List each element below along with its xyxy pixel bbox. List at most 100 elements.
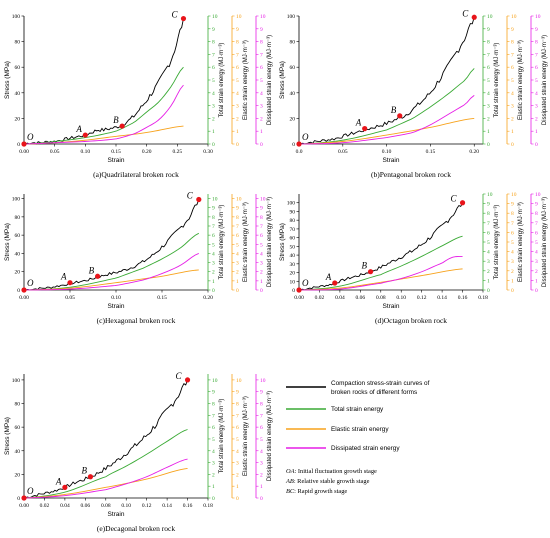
legend-label-stress-2: broken rocks of different forms (331, 389, 417, 396)
y-tick-label-dissipated: 8 (535, 40, 538, 46)
y-axis-title-total: Total strain energy (MJ·m⁻³) (219, 399, 225, 474)
y-tick-label-total: 7 (487, 221, 490, 227)
y-tick-label: 40 (15, 251, 21, 257)
y-axis-title-dissipated: Dissipated strain energy (MJ·m⁻³) (542, 197, 548, 287)
x-tick-label: 0.10 (121, 503, 131, 509)
x-tick-label: 0.14 (162, 503, 172, 509)
marker-point-c (180, 15, 187, 22)
x-tick-label: 0.12 (417, 295, 427, 301)
y-tick-label-total: 9 (487, 202, 490, 208)
y-tick-label-elastic: 6 (511, 230, 514, 236)
y-tick-label-dissipated: 8 (260, 215, 263, 221)
y-axis-title-elastic: Elastic strain energy (MJ·m⁻³) (243, 396, 249, 476)
y-tick-label-dissipated: 5 (260, 242, 263, 248)
y-tick-label-total: 9 (212, 206, 215, 212)
y-tick-label-elastic: 1 (511, 278, 514, 284)
panel-caption: (c)Hexagonal broken rock (97, 316, 176, 325)
y-tick-label-dissipated: 2 (535, 269, 538, 275)
series-line-stress (23, 199, 200, 291)
y-tick-label-elastic: 9 (236, 27, 239, 33)
y-tick-label-total: 6 (487, 230, 490, 236)
point-label-a: A (60, 272, 67, 282)
series-line-dissipated-strain-energy (23, 253, 199, 291)
y-tick-label-elastic: 0 (236, 288, 239, 294)
y-tick-label-total: 4 (487, 91, 490, 97)
y-tick-label-dissipated: 4 (260, 449, 263, 455)
point-label-o: O (302, 278, 309, 288)
y-tick-label: 60 (15, 233, 21, 239)
marker-point-c (196, 196, 202, 203)
chart-panel-5: 0.00 0.02 0.04 0.06 0.08 0.10 0.12 0.14 0.16 0.18… (4, 371, 273, 533)
x-axis-title: Strain (108, 303, 125, 310)
point-label-b: B (89, 265, 95, 275)
y-tick-label-elastic: 6 (236, 233, 239, 239)
y-tick-label-total: 7 (212, 224, 215, 230)
y-tick-label-total: 3 (487, 259, 490, 265)
legend: Compaction stress-strain curves of broke… (285, 380, 430, 495)
point-label-c: C (451, 194, 458, 204)
y-tick-label-elastic: 10 (511, 14, 517, 20)
y-tick-label-total: 5 (212, 78, 215, 84)
y-tick-label-dissipated: 4 (535, 91, 538, 97)
y-tick-label-total: 2 (212, 472, 215, 478)
y-axis-title-stress: Stress (MPa) (4, 223, 11, 261)
y-tick-label-dissipated: 4 (260, 91, 263, 97)
y-tick-label-total: 0 (212, 288, 215, 294)
y-tick-label-elastic: 6 (236, 65, 239, 71)
series-line-total-strain-energy (23, 232, 200, 291)
y-tick-label-dissipated: 3 (260, 104, 263, 110)
y-tick-label-dissipated: 10 (260, 378, 266, 384)
y-tick-label-total: 2 (212, 270, 215, 276)
y-tick-label-elastic: 8 (236, 402, 239, 408)
series-line-total-strain-energy (23, 429, 188, 499)
y-tick-label-dissipated: 9 (260, 206, 263, 212)
point-label-c: C (462, 8, 469, 18)
y-tick-label-elastic: 9 (511, 27, 514, 33)
y-tick-label-dissipated: 10 (260, 197, 266, 203)
y-tick-label-elastic: 2 (236, 270, 239, 276)
y-tick-label-dissipated: 6 (260, 233, 263, 239)
y-tick-label-total: 9 (212, 27, 215, 33)
y-tick-label-dissipated: 3 (535, 104, 538, 110)
y-tick-label-dissipated: 6 (260, 425, 263, 431)
y-tick-label-total: 6 (212, 65, 215, 71)
y-tick-label-total: 4 (487, 250, 490, 256)
legend-label-total: Total strain energy (331, 406, 384, 413)
panel-caption: (b)Pentagonal broken rock (371, 170, 451, 179)
y-tick-label: 0 (17, 142, 20, 148)
y-tick-label-dissipated: 9 (535, 27, 538, 33)
y-tick-label-elastic: 8 (236, 215, 239, 221)
point-label-b: B (113, 115, 119, 125)
y-tick-label-elastic: 3 (236, 461, 239, 467)
y-tick-label-total: 8 (212, 215, 215, 221)
x-tick-label: 0.10 (382, 149, 392, 155)
y-tick-label-dissipated: 1 (260, 129, 263, 135)
y-tick-label-dissipated: 5 (260, 437, 263, 443)
y-tick-label: 100 (12, 197, 21, 203)
stage-note-ab: AB: Relative stable growth stage (285, 478, 370, 485)
y-tick-label: 80 (15, 215, 21, 221)
y-tick-label-dissipated: 7 (260, 52, 263, 58)
y-tick-label-dissipated: 7 (260, 224, 263, 230)
point-label-o: O (302, 132, 309, 142)
point-label-a: A (55, 476, 62, 486)
y-axis-title-total: Total strain energy (MJ·m⁻³) (494, 205, 500, 280)
x-tick-label: 0.00 (19, 149, 29, 155)
series-line-dissipated-strain-energy (23, 84, 184, 145)
y-tick-label-total: 1 (487, 129, 490, 135)
x-tick-label: 0.15 (157, 295, 167, 301)
stage-note-bc: BC: Rapid growth stage (286, 488, 347, 495)
y-tick-label: 90 (290, 209, 296, 215)
y-tick-label-elastic: 6 (511, 65, 514, 71)
y-axis-title-total: Total strain energy (MJ·m⁻³) (219, 43, 225, 118)
y-tick-label-elastic: 7 (511, 221, 514, 227)
y-tick-label: 100 (287, 14, 296, 20)
y-tick-label-dissipated: 7 (535, 52, 538, 58)
y-tick-label-total: 4 (212, 449, 215, 455)
y-tick-label: 40 (290, 253, 296, 259)
x-tick-label: 0.15 (111, 149, 121, 155)
y-tick-label-dissipated: 3 (260, 261, 263, 267)
y-tick-label-total: 3 (487, 104, 490, 110)
x-tick-label: 0.25 (173, 149, 183, 155)
y-tick-label-total: 7 (212, 413, 215, 419)
